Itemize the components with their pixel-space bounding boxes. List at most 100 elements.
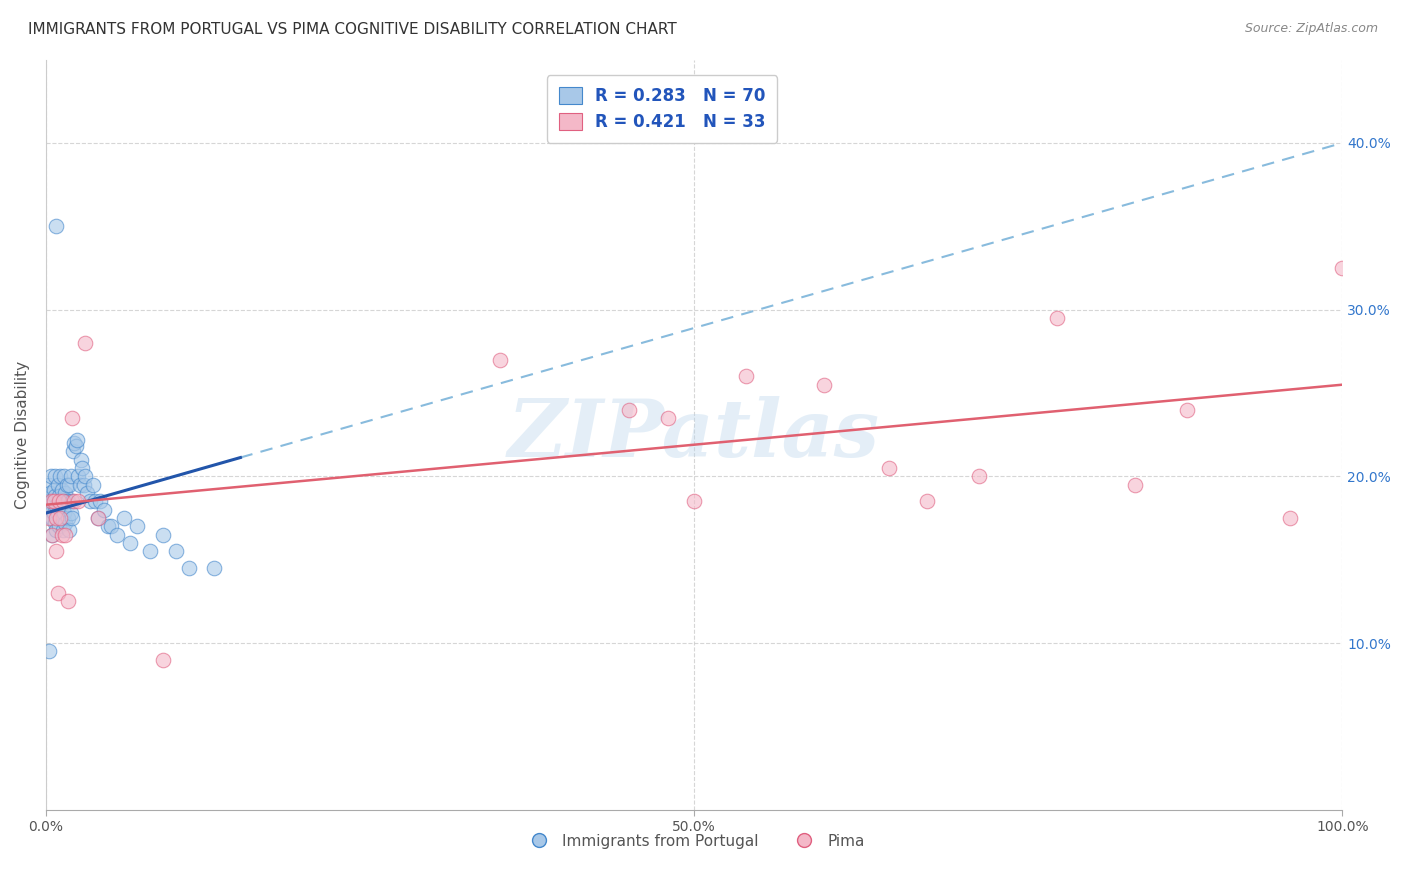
Point [63, 436, 86, 450]
Point [51, 483, 73, 497]
Point [42, 506, 65, 520]
Point [735, 369, 758, 384]
Point [51, 511, 73, 525]
Point [38, 477, 60, 491]
Point [84, 494, 107, 508]
Point [55, 477, 77, 491]
Point [38, 511, 60, 525]
Point [48, 519, 70, 533]
Point [37, 494, 59, 508]
Point [55, 494, 77, 508]
Point [67, 469, 90, 483]
Text: ZIPatlas: ZIPatlas [508, 396, 880, 474]
Point [73, 336, 96, 351]
Point [72, 461, 94, 475]
Point [48, 489, 70, 503]
Y-axis label: Cognitive Disability: Cognitive Disability [15, 360, 30, 508]
Point [41, 527, 63, 541]
Point [56, 594, 79, 608]
Point [1279, 511, 1302, 525]
Point [49, 511, 72, 525]
Point [1123, 477, 1146, 491]
Point [49, 469, 72, 483]
Point [67, 494, 90, 508]
Point [72, 477, 94, 491]
Point [41, 527, 63, 541]
Point [42, 483, 65, 497]
Point [51, 527, 73, 541]
Point [138, 544, 160, 558]
Point [48, 494, 70, 508]
Point [45, 523, 67, 537]
Point [125, 519, 148, 533]
Point [38, 644, 60, 658]
Point [105, 527, 128, 541]
Point [87, 511, 110, 525]
Point [204, 561, 226, 575]
Point [177, 561, 200, 575]
Point [683, 494, 706, 508]
Point [813, 377, 835, 392]
Point [488, 352, 510, 367]
Point [93, 502, 115, 516]
Point [52, 494, 75, 508]
Point [56, 494, 79, 508]
Point [63, 494, 86, 508]
Point [53, 506, 76, 520]
Text: Source: ZipAtlas.com: Source: ZipAtlas.com [1244, 22, 1378, 36]
Point [39, 511, 62, 525]
Point [1175, 402, 1198, 417]
Point [55, 527, 77, 541]
Legend: Immigrants from Portugal, Pima: Immigrants from Portugal, Pima [517, 828, 870, 855]
Point [44, 489, 66, 503]
Point [120, 536, 142, 550]
Point [58, 477, 80, 491]
Point [112, 511, 135, 525]
Point [58, 523, 80, 537]
Point [877, 461, 900, 475]
Point [42, 494, 65, 508]
Point [55, 486, 77, 500]
Point [97, 519, 120, 533]
Point [52, 523, 75, 537]
Point [44, 469, 66, 483]
Point [100, 519, 122, 533]
Point [65, 439, 87, 453]
Point [41, 511, 63, 525]
Point [60, 411, 83, 425]
Point [165, 544, 187, 558]
Point [70, 452, 93, 467]
Point [82, 477, 104, 491]
Point [657, 411, 679, 425]
Point [152, 527, 174, 541]
Point [917, 494, 939, 508]
Point [59, 469, 82, 483]
Point [89, 494, 111, 508]
Point [79, 494, 101, 508]
Point [46, 586, 69, 600]
Point [45, 544, 67, 558]
Point [46, 506, 69, 520]
Point [39, 494, 62, 508]
Point [55, 516, 77, 530]
Point [1331, 260, 1354, 275]
Point [1046, 311, 1069, 326]
Point [60, 494, 83, 508]
Point [73, 469, 96, 483]
Point [87, 511, 110, 525]
Point [76, 486, 98, 500]
Point [41, 494, 63, 508]
Point [44, 516, 66, 530]
Point [59, 506, 82, 520]
Point [38, 502, 60, 516]
Point [49, 500, 72, 514]
Point [52, 494, 75, 508]
Point [60, 511, 83, 525]
Point [619, 402, 641, 417]
Point [969, 469, 991, 483]
Point [69, 477, 91, 491]
Point [45, 500, 67, 514]
Point [152, 653, 174, 667]
Point [46, 477, 69, 491]
Text: IMMIGRANTS FROM PORTUGAL VS PIMA COGNITIVE DISABILITY CORRELATION CHART: IMMIGRANTS FROM PORTUGAL VS PIMA COGNITI… [28, 22, 676, 37]
